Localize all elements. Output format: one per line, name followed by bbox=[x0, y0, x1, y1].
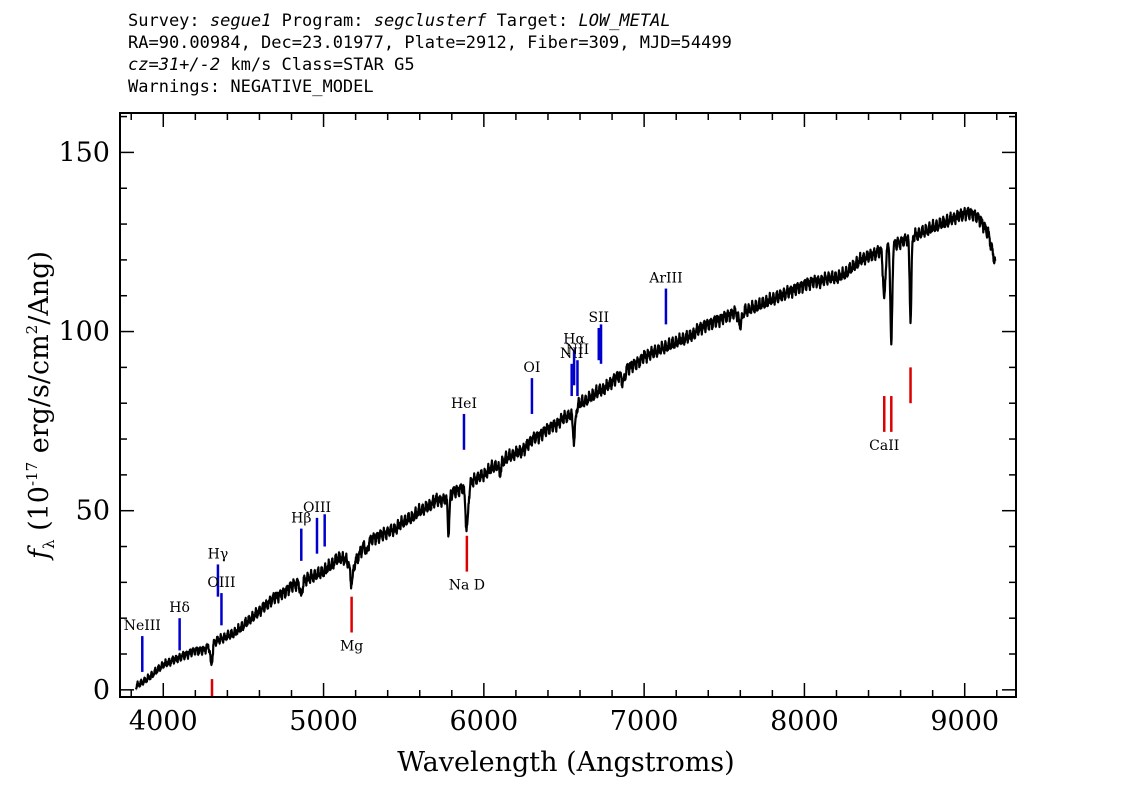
error-band bbox=[136, 205, 996, 692]
y-tick-label: 100 bbox=[58, 317, 110, 348]
header-line-warnings: Warnings: NEGATIVE_MODEL bbox=[128, 77, 374, 97]
program-value: segclusterf bbox=[373, 11, 487, 31]
emission-line-label: OIII bbox=[207, 575, 235, 591]
x-tick-label: 7000 bbox=[610, 706, 679, 737]
error-band-area bbox=[136, 205, 996, 692]
target-value: LOW_METAL bbox=[578, 11, 671, 31]
emission-line-label: OIII bbox=[303, 500, 331, 516]
header-line-coordinates: RA=90.00984, Dec=23.01977, Plate=2912, F… bbox=[128, 33, 732, 53]
emission-line-label: NeIII bbox=[124, 618, 161, 634]
program-label: Program: bbox=[281, 11, 364, 31]
class-value: km/s Class=STAR G5 bbox=[230, 55, 415, 75]
y-tick-label: 150 bbox=[58, 137, 110, 168]
spectral-lines-layer: NeIIIHδHγOIIIHβOIIIHeIOINIIHαNIISIIArIII… bbox=[124, 271, 912, 697]
emission-line-label: Hδ bbox=[169, 600, 190, 616]
absorption-line-label: CaII bbox=[869, 438, 899, 454]
emission-line-label: OI bbox=[523, 360, 540, 376]
emission-line-label: HeI bbox=[451, 396, 477, 412]
survey-value: segue1 bbox=[209, 11, 272, 31]
spectrum-series bbox=[134, 206, 997, 690]
absorption-line-label: Mg bbox=[340, 639, 363, 655]
survey-label: Survey: bbox=[128, 11, 200, 31]
header-line-survey: Survey: segue1 Program: segclusterf Targ… bbox=[128, 10, 732, 32]
emission-line-label: Hα bbox=[563, 331, 585, 347]
spectrum-header: Survey: segue1 Program: segclusterf Targ… bbox=[128, 10, 732, 98]
spectrum-series-layer bbox=[134, 206, 997, 690]
x-tick-label: 9000 bbox=[930, 706, 999, 737]
emission-line-label: NII bbox=[560, 346, 583, 362]
emission-line-label: ArIII bbox=[648, 271, 682, 287]
plot-frame bbox=[119, 112, 1017, 698]
emission-line-label: Hγ bbox=[208, 546, 229, 562]
y-axis-title: fλ (10-17 erg/s/cm2/Ang) bbox=[23, 251, 58, 561]
emission-line-label: SII bbox=[588, 310, 609, 326]
x-tick-label: 8000 bbox=[770, 706, 839, 737]
redshift-value: cz=31+/-2 bbox=[128, 55, 221, 75]
axis-ticks: 4000 5000 6000 7000 8000 9000 0 50 100 150 bbox=[58, 113, 1016, 737]
absorption-line-label: Na D bbox=[449, 578, 485, 594]
emission-line-label: NII bbox=[566, 342, 589, 358]
x-tick-label: 6000 bbox=[449, 706, 518, 737]
target-label: Target: bbox=[496, 11, 569, 31]
x-tick-label: 4000 bbox=[129, 706, 198, 737]
header-line-redshift: cz=31+/-2 km/s Class=STAR G5 bbox=[128, 54, 732, 76]
y-tick-label: 0 bbox=[93, 675, 110, 706]
y-tick-label: 50 bbox=[76, 496, 110, 527]
x-tick-label: 5000 bbox=[289, 706, 358, 737]
emission-line-label: Hβ bbox=[291, 511, 311, 527]
x-axis-title: Wavelength (Angstroms) bbox=[397, 747, 734, 778]
